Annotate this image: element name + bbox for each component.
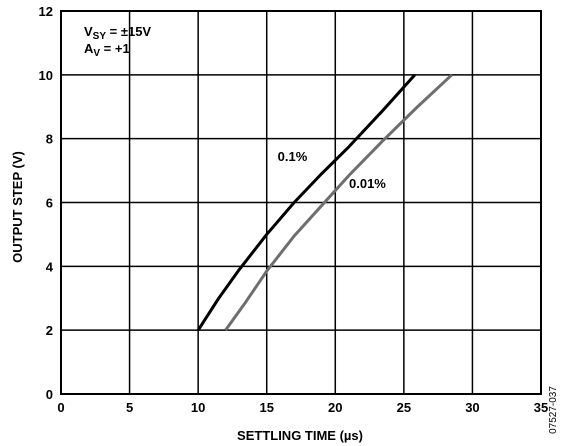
x-tick-label: 25 [397, 400, 411, 415]
x-tick-label: 15 [259, 400, 273, 415]
y-tick-label: 12 [39, 4, 53, 19]
plot-frame [60, 10, 542, 395]
x-tick-label: 5 [126, 400, 133, 415]
y-tick-label: 0 [46, 387, 53, 402]
supply-voltage-note: VSY = ±15V [84, 24, 151, 42]
grid-lines [60, 10, 542, 395]
series-line-point1-percent [196, 73, 416, 331]
x-tick-labels: 0 5 10 15 20 25 30 35 [57, 400, 548, 415]
y-tick-label: 6 [46, 196, 53, 211]
y-tick-label: 8 [46, 132, 53, 147]
figure-id: 07527-037 [548, 386, 559, 434]
y-tick-labels: 0 2 4 6 8 10 12 [39, 4, 54, 402]
x-tick-label: 35 [534, 400, 548, 415]
series-line-point01-percent [224, 73, 453, 332]
y-tick-label: 10 [39, 68, 53, 83]
x-tick-label: 10 [191, 400, 205, 415]
series-labels: 0.1% 0.01% [278, 149, 387, 191]
series-label: 0.1% [278, 149, 308, 164]
x-tick-label: 20 [328, 400, 342, 415]
x-tick-label: 0 [57, 400, 64, 415]
y-tick-label: 4 [46, 259, 54, 274]
series-layer [196, 73, 453, 332]
gain-note: AV = +1 [84, 41, 130, 59]
x-axis-title: SETTLING TIME (µs) [237, 428, 363, 443]
series-label: 0.01% [349, 176, 386, 191]
y-axis-title: OUTPUT STEP (V) [10, 151, 25, 263]
y-tick-label: 2 [46, 323, 53, 338]
x-tick-label: 30 [465, 400, 479, 415]
